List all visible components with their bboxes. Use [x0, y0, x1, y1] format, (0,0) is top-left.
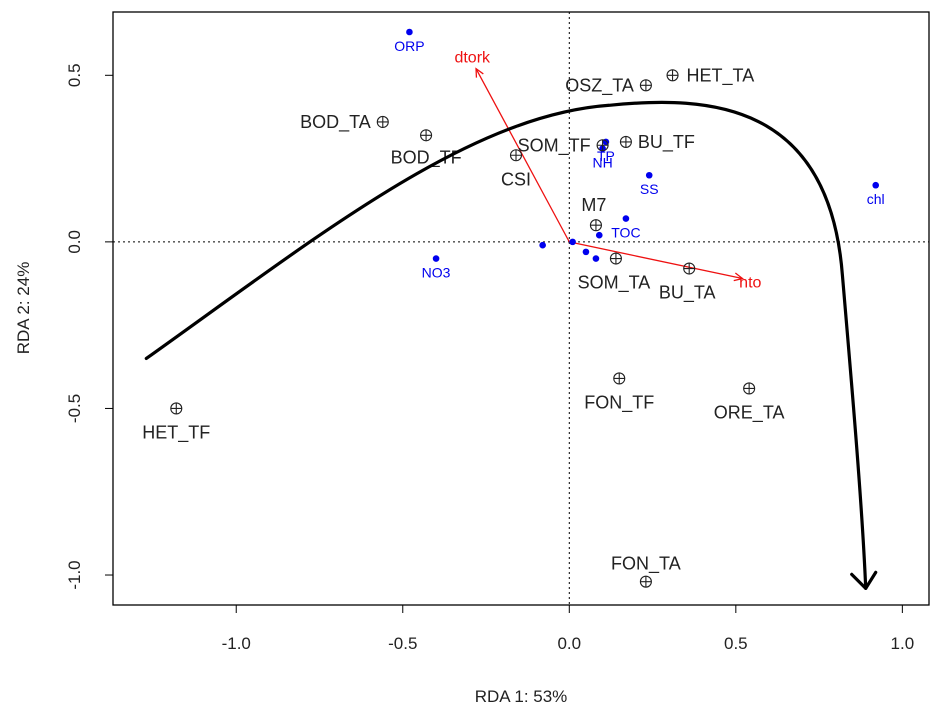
site-points: HET_TA OSZ_TA BOD_TA BOD_TF SOM_TF BU_TF CSI M7…: [142, 65, 785, 588]
species-label: ORP: [394, 38, 424, 54]
species-label: NH: [592, 155, 612, 171]
site-label: HET_TA: [687, 65, 755, 86]
vector-arrowhead: [475, 67, 484, 78]
site-point-cross: [667, 69, 679, 81]
site-point-cross: [683, 263, 695, 275]
site-point-cross: [743, 382, 755, 394]
vector-arrowhead: [733, 272, 744, 282]
site-point-cross: [610, 253, 622, 265]
site-label: FON_TF: [584, 392, 654, 413]
species-point: [432, 255, 440, 262]
site-point-cross: [597, 139, 609, 151]
y-tick-label: 0.5: [65, 63, 84, 87]
site-label: HET_TF: [142, 422, 210, 443]
site-point-cross: [590, 219, 602, 231]
species-point: [539, 241, 546, 249]
x-tick-label: 1.0: [891, 634, 915, 653]
vector-arrow: [475, 68, 570, 243]
site-label: SOM_TA: [578, 273, 651, 294]
species-label: chl: [867, 191, 885, 207]
x-axis: -1.0 -0.5 0.0 0.5 1.0: [222, 605, 915, 653]
site-point-cross: [640, 576, 652, 588]
x-tick-label: 0.0: [557, 634, 581, 653]
site-label: CSI: [501, 169, 531, 189]
trend-curve: [144, 100, 868, 590]
site-label: ORE_TA: [714, 402, 785, 423]
site-label: BOD_TF: [391, 147, 462, 168]
x-tick-label: -0.5: [388, 634, 417, 653]
site-label: M7: [581, 195, 606, 215]
vector-arrow: [569, 241, 743, 280]
site-point-cross: [613, 372, 625, 384]
site-label: BOD_TA: [300, 112, 371, 133]
y-axis-label: RDA 2: 24%: [14, 262, 33, 355]
site-label: FON_TA: [611, 554, 681, 575]
species-label: NO3: [422, 265, 451, 281]
site-label: OSZ_TA: [565, 75, 634, 96]
species-label: SS: [640, 181, 659, 197]
site-label: SOM_TF: [518, 135, 591, 156]
site-label: BU_TA: [659, 283, 716, 304]
species-point: [592, 255, 600, 262]
vector-label: nto: [739, 274, 761, 291]
vector-label: dtork: [454, 49, 491, 66]
plot-frame: [112, 11, 930, 606]
y-tick-label: -1.0: [65, 560, 84, 589]
y-tick-label: 0.0: [65, 230, 84, 254]
x-axis-label: RDA 1: 53%: [475, 687, 568, 706]
environmental-vectors: dtork nto: [454, 49, 761, 291]
x-tick-label: 0.5: [724, 634, 748, 653]
species-point: [406, 28, 413, 36]
trend-arrowhead: [850, 570, 878, 590]
site-point-cross: [640, 79, 652, 91]
species-label: TOC: [611, 225, 640, 241]
species-point: [645, 171, 653, 179]
species-point: [872, 181, 880, 189]
site-label: BU_TF: [638, 132, 695, 153]
site-point-cross: [510, 149, 522, 161]
y-tick-label: -0.5: [65, 394, 84, 423]
species-label: TP: [597, 148, 615, 164]
site-point-cross: [420, 129, 432, 141]
species-point: [595, 231, 603, 239]
y-axis: -1.0 -0.5 0.0 0.5: [65, 63, 113, 590]
x-tick-label: -1.0: [222, 634, 251, 653]
zero-lines: [113, 12, 929, 605]
site-point-cross: [620, 136, 632, 148]
species-point: [582, 248, 590, 256]
species-point: [569, 238, 576, 246]
species-point: [622, 215, 630, 222]
site-point-cross: [170, 402, 182, 414]
site-point-cross: [377, 116, 389, 128]
